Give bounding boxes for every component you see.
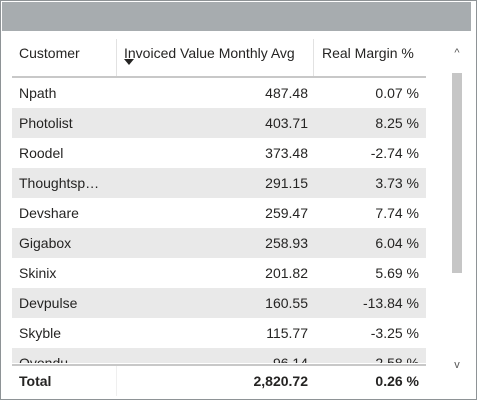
table-row[interactable]: Gigabox 258.93 6.04 %	[12, 228, 426, 258]
table-row[interactable]: Npath 487.48 0.07 %	[12, 78, 426, 108]
cell-invoiced-value: 373.48	[265, 145, 308, 161]
column-divider	[313, 39, 314, 76]
column-header-invoiced-value[interactable]: Invoiced Value Monthly Avg	[124, 45, 295, 61]
table-row[interactable]: Roodel 373.48 -2.74 %	[12, 138, 426, 168]
cell-invoiced-value: 115.77	[266, 325, 308, 341]
cell-real-margin: 2.58 %	[375, 355, 419, 363]
sort-descending-icon	[124, 59, 134, 65]
cell-real-margin: 5.69 %	[375, 265, 419, 281]
table-row[interactable]: Devshare 259.47 7.74 %	[12, 198, 426, 228]
table-body[interactable]: Npath 487.48 0.07 % Photolist 403.71 8.2…	[12, 78, 426, 363]
data-table: Customer Invoiced Value Monthly Avg Real…	[12, 31, 426, 396]
cell-customer: Gigabox	[19, 235, 72, 251]
cell-invoiced-value: 259.47	[265, 205, 308, 221]
total-real-margin: 0.26 %	[375, 373, 419, 389]
cell-customer: Npath	[19, 85, 57, 101]
cell-invoiced-value: 487.48	[265, 85, 308, 101]
cell-invoiced-value: 160.55	[265, 295, 308, 311]
cell-customer: Thoughtsp…	[19, 175, 100, 191]
cell-invoiced-value: 291.15	[265, 175, 308, 191]
table-row[interactable]: Oyondu 96.14 2.58 %	[12, 348, 426, 363]
column-header-real-margin[interactable]: Real Margin %	[322, 45, 414, 61]
table-row[interactable]: Skinix 201.82 5.69 %	[12, 258, 426, 288]
column-header-customer[interactable]: Customer	[19, 45, 80, 61]
cell-real-margin: -3.25 %	[370, 325, 419, 341]
cell-customer: Devpulse	[19, 295, 78, 311]
table-header: Customer Invoiced Value Monthly Avg Real…	[12, 31, 426, 78]
table-row[interactable]: Photolist 403.71 8.25 %	[12, 108, 426, 138]
table-row[interactable]: Thoughtsp… 291.15 3.73 %	[12, 168, 426, 198]
table-row[interactable]: Skyble 115.77 -3.25 %	[12, 318, 426, 348]
cell-real-margin: 3.73 %	[375, 175, 419, 191]
scroll-up-icon[interactable]: ^	[454, 47, 460, 59]
cell-invoiced-value: 258.93	[265, 235, 308, 251]
cell-customer: Roodel	[19, 145, 64, 161]
cell-invoiced-value: 201.82	[265, 265, 308, 281]
column-divider	[116, 366, 117, 396]
column-divider	[116, 39, 117, 76]
cell-real-margin: -13.84 %	[362, 295, 419, 311]
scrollbar-thumb[interactable]	[452, 73, 462, 273]
cell-customer: Oyondu	[19, 355, 69, 363]
cell-invoiced-value: 403.71	[265, 115, 308, 131]
cell-invoiced-value: 96.14	[272, 355, 308, 363]
cell-customer: Skinix	[19, 265, 57, 281]
table-row[interactable]: Devpulse 160.55 -13.84 %	[12, 288, 426, 318]
cell-customer: Photolist	[19, 115, 73, 131]
vertical-scrollbar[interactable]: ^ v	[451, 37, 463, 381]
table-total-row: Total 2,820.72 0.26 %	[12, 364, 426, 396]
cell-customer: Skyble	[19, 325, 62, 341]
cell-customer: Devshare	[19, 205, 79, 221]
cell-real-margin: 8.25 %	[375, 115, 419, 131]
cell-real-margin: 7.74 %	[375, 205, 419, 221]
cell-real-margin: 0.07 %	[375, 85, 419, 101]
visual-title-bar	[2, 2, 471, 31]
total-invoiced-value: 2,820.72	[253, 373, 309, 389]
cell-real-margin: 6.04 %	[375, 235, 419, 251]
scroll-down-icon[interactable]: v	[454, 359, 460, 371]
total-label: Total	[19, 373, 52, 389]
cell-real-margin: -2.74 %	[370, 145, 419, 161]
